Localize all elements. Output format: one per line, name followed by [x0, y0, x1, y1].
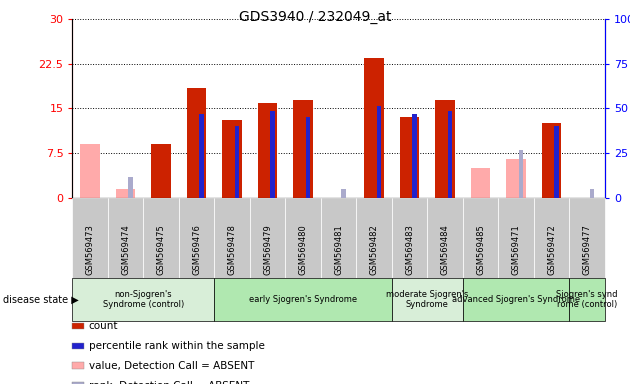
Bar — [377, 106, 381, 198]
Text: GSM569481: GSM569481 — [334, 224, 343, 275]
Bar — [129, 177, 133, 198]
Text: GSM569485: GSM569485 — [476, 224, 485, 275]
Text: GSM569473: GSM569473 — [86, 224, 94, 275]
Text: GSM569477: GSM569477 — [583, 224, 592, 275]
Bar — [519, 150, 523, 198]
Text: non-Sjogren's
Syndrome (control): non-Sjogren's Syndrome (control) — [103, 290, 184, 309]
Text: Sjogren's synd
rome (control): Sjogren's synd rome (control) — [556, 290, 618, 309]
Bar — [306, 118, 310, 198]
Bar — [448, 111, 452, 198]
Text: percentile rank within the sample: percentile rank within the sample — [89, 341, 265, 351]
Bar — [400, 118, 420, 198]
Text: GSM569475: GSM569475 — [157, 224, 166, 275]
Bar — [116, 189, 135, 198]
Text: GSM569474: GSM569474 — [121, 224, 130, 275]
Text: GDS3940 / 232049_at: GDS3940 / 232049_at — [239, 10, 391, 23]
Bar — [129, 177, 133, 198]
Text: GSM569484: GSM569484 — [440, 224, 450, 275]
Bar — [413, 114, 416, 198]
Bar — [554, 126, 559, 198]
Bar — [341, 189, 346, 198]
Bar — [270, 111, 275, 198]
Text: disease state ▶: disease state ▶ — [3, 295, 79, 305]
Text: GSM569480: GSM569480 — [299, 224, 307, 275]
Text: GSM569472: GSM569472 — [547, 224, 556, 275]
Text: moderate Sjogren's
Syndrome: moderate Sjogren's Syndrome — [386, 290, 469, 309]
Bar — [507, 159, 526, 198]
Bar — [222, 121, 242, 198]
Bar — [187, 88, 207, 198]
Text: GSM569471: GSM569471 — [512, 224, 520, 275]
Bar — [590, 189, 594, 198]
Bar — [258, 103, 277, 198]
Text: GSM569479: GSM569479 — [263, 224, 272, 275]
Text: GSM569478: GSM569478 — [227, 224, 237, 275]
Bar — [151, 144, 171, 198]
Bar — [471, 168, 490, 198]
Bar — [294, 99, 313, 198]
Text: advanced Sjogren's Syndrome: advanced Sjogren's Syndrome — [452, 295, 580, 304]
Bar — [235, 126, 239, 198]
Text: GSM569483: GSM569483 — [405, 224, 414, 275]
Text: value, Detection Call = ABSENT: value, Detection Call = ABSENT — [89, 361, 255, 371]
Bar — [200, 114, 203, 198]
Bar — [519, 150, 523, 198]
Bar — [542, 123, 561, 198]
Text: early Sjogren's Syndrome: early Sjogren's Syndrome — [249, 295, 357, 304]
Bar — [435, 99, 455, 198]
Bar — [81, 144, 100, 198]
Text: rank, Detection Call = ABSENT: rank, Detection Call = ABSENT — [89, 381, 249, 384]
Text: count: count — [89, 321, 118, 331]
Bar — [364, 58, 384, 198]
Text: GSM569482: GSM569482 — [370, 224, 379, 275]
Text: GSM569476: GSM569476 — [192, 224, 201, 275]
